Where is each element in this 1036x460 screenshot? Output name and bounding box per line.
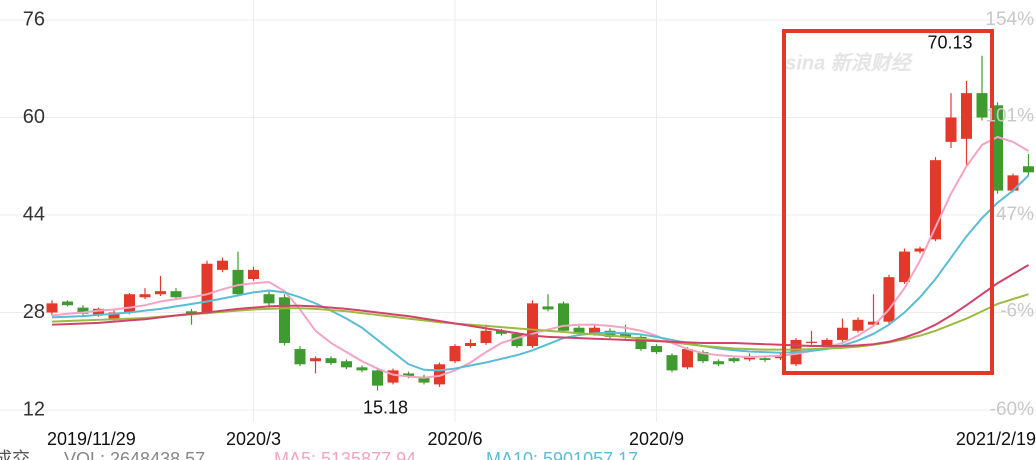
candle-body	[527, 303, 538, 347]
candle-body	[713, 361, 724, 365]
candle-body	[883, 277, 895, 322]
candle-body	[480, 330, 492, 343]
candle-body	[434, 364, 445, 385]
y-tick-label: 28	[23, 301, 45, 323]
y2-tick-label: 47%	[996, 204, 1034, 225]
x-tick-label: 2020/9	[629, 429, 684, 449]
high-label: 70.13	[927, 33, 972, 53]
labels: 12 28 44 60 76 -60% -6% 47% 101% 154% 2019/11/29 20…	[23, 8, 1036, 448]
candle-body	[945, 117, 957, 142]
candle-body	[124, 294, 135, 313]
candle-body	[775, 356, 786, 359]
y2-tick-label: 101%	[985, 106, 1034, 127]
candle-body	[155, 291, 166, 295]
candle-body	[248, 269, 259, 279]
y2-tick-label: 154%	[985, 9, 1034, 30]
candle-body	[666, 355, 678, 371]
candle-body	[403, 373, 414, 377]
candle-body	[201, 263, 213, 313]
candle-body	[77, 307, 89, 314]
candle-body	[635, 336, 647, 350]
watermark: sina 新浪财经	[785, 51, 914, 74]
candle-body	[263, 294, 275, 304]
candle-body	[139, 294, 151, 298]
candle-body	[868, 321, 879, 325]
candle-body	[558, 303, 569, 331]
candle-body	[294, 349, 306, 365]
x-tick-label: 2021/2/19	[956, 429, 1036, 449]
y-tick-label: 12	[23, 398, 45, 420]
candle-body	[914, 248, 926, 252]
volume-value: VOL: 2648438.57	[64, 449, 205, 460]
ma-line	[51, 135, 1030, 379]
candle-body	[511, 333, 523, 347]
candle-body	[976, 93, 988, 118]
candle-body	[837, 327, 848, 340]
candle-body	[620, 333, 631, 337]
candle-body	[1007, 175, 1019, 191]
x-tick-label: 2020/6	[427, 429, 482, 449]
candle-body	[930, 160, 941, 240]
x-tick-label: 2019/11/29	[47, 429, 136, 449]
candle-body	[465, 342, 476, 347]
candle-body	[387, 370, 399, 383]
grid	[0, 0, 1036, 422]
candle-body	[170, 291, 182, 298]
y2-tick-label: -60%	[990, 399, 1034, 420]
candle-body	[821, 339, 833, 347]
candle-body	[682, 349, 693, 368]
candle-body	[46, 303, 58, 313]
candle-body	[992, 105, 1003, 191]
y-tick-label: 60	[23, 106, 45, 128]
low-label: 15.18	[363, 397, 408, 417]
candle-body	[356, 367, 368, 371]
candle-body	[899, 251, 910, 283]
ma-line	[51, 264, 1030, 348]
candle-body	[961, 93, 972, 139]
candle-body	[589, 327, 600, 334]
candle-body	[310, 358, 321, 362]
candle-body	[217, 260, 228, 270]
candle-body	[496, 330, 507, 334]
candle-body	[449, 346, 461, 362]
candle-body	[806, 341, 817, 343]
highlight-box	[782, 29, 994, 375]
candle-body	[573, 327, 585, 334]
volume-ma10: MA10: 5901057.17	[486, 449, 638, 460]
y2-tick-label: -6%	[1000, 301, 1034, 322]
volume-label: 成交	[0, 449, 30, 460]
candle-body	[62, 301, 73, 306]
candle-body	[759, 358, 771, 361]
candle-body	[279, 297, 290, 343]
y-tick-label: 76	[23, 8, 45, 30]
candle-body	[604, 330, 616, 337]
volume-ma5: MA5: 5135877.94	[274, 449, 416, 460]
y-tick-label: 44	[23, 203, 45, 225]
candle-body	[418, 376, 430, 383]
candle-body	[852, 319, 864, 331]
plot	[46, 55, 1034, 391]
candle-body	[697, 352, 709, 362]
candle-body	[325, 358, 337, 364]
candle-body	[1023, 166, 1034, 173]
candle-body	[341, 361, 352, 368]
candle-body	[728, 358, 740, 362]
candle-body	[372, 370, 383, 386]
candle-body	[93, 308, 104, 315]
x-tick-label: 2020/3	[226, 429, 281, 449]
candle-body	[108, 312, 120, 319]
candle-body	[542, 306, 554, 310]
candle-body	[651, 346, 662, 353]
candle-body	[232, 269, 244, 295]
ma-line	[51, 174, 1030, 372]
candle-body	[186, 311, 197, 314]
